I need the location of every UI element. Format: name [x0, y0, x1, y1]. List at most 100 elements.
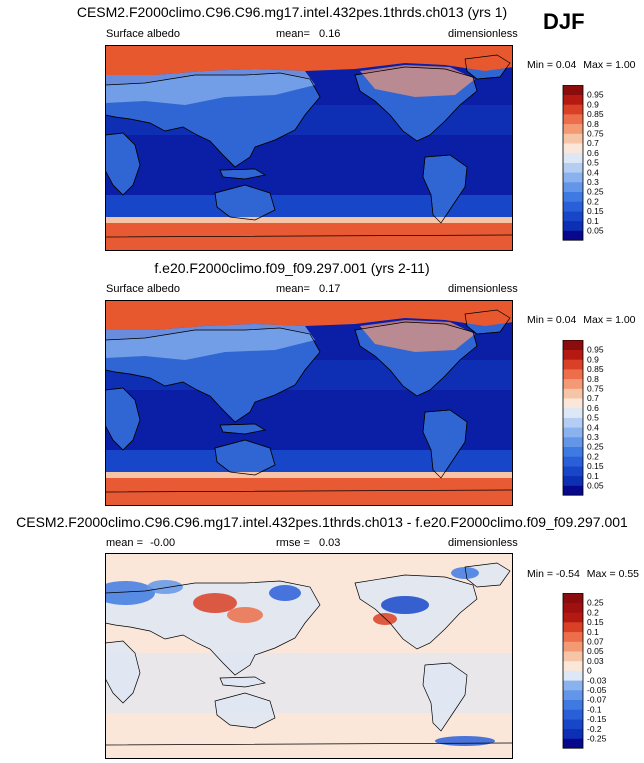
panel2-coastline: [105, 489, 513, 506]
panel1-colorbar-label: 0.4: [587, 167, 599, 177]
panel1-coastline: [464, 54, 511, 80]
panel3-colorbar: -0.25-0.2-0.15-0.1-0.07-0.05-0.0300.030.…: [562, 593, 607, 749]
panel3-colorbar-box: [563, 612, 583, 623]
panel3-colorbar-box: [563, 719, 583, 730]
panel2-colorbar-box: [563, 407, 583, 418]
panel3-colorbar-label: 0.15: [587, 617, 604, 627]
panel3-colorbar-box: [563, 728, 583, 739]
panel2-colorbar-box: [563, 398, 583, 409]
panel2-coastline: [354, 321, 478, 397]
panel3-colorbar-box: [563, 690, 583, 700]
panel3-colorbar-label: -0.15: [587, 714, 607, 724]
panel1-max-value: 1.00: [615, 59, 636, 71]
panel1-colorbar-label: 0.7: [587, 138, 599, 148]
panel3-map-fill: [105, 553, 513, 759]
panel2-colorbar-frame: [562, 340, 584, 496]
panel3-rmse-label: rmse =: [276, 537, 310, 549]
panel3-coastline: [214, 692, 276, 729]
panel3-land-fill: [220, 677, 265, 687]
panel1-colorbar-label: 0.25: [587, 187, 604, 197]
panel3-colorbar-label: -0.1: [587, 704, 602, 714]
panel1-colorbar-label: 0.6: [587, 148, 599, 158]
panel3-colorbar-label: 0.2: [587, 607, 599, 617]
panel3-colorbar-label: -0.05: [587, 685, 607, 695]
panel1-colorbar-label: 0.1: [587, 216, 599, 226]
panel3-land-fill: [465, 563, 510, 587]
panel1-variable: Surface albedo: [106, 28, 180, 40]
panel3-colorbar-box: [563, 631, 583, 642]
panel1-colorbar-label: 0.75: [587, 129, 604, 139]
panel2-colorbar-label: 0.5: [587, 413, 599, 423]
panel3-colorbar-box: [563, 660, 583, 671]
panel3-colorbar-label: 0.25: [587, 598, 604, 608]
panel1-title: CESM2.F2000climo.C96.C96.mg17.intel.432p…: [76, 4, 508, 20]
panel2-southern-band: [105, 450, 513, 472]
panel1-min-value: 0.04: [555, 59, 577, 71]
panel2-colorbar-box: [563, 456, 583, 467]
panel1-colorbar-label: 0.5: [587, 158, 599, 168]
panel2-frame: [105, 300, 513, 506]
panel1-colorbar-label: 0.95: [587, 90, 604, 100]
panel1-colorbar-label: 0.9: [587, 99, 599, 109]
panel1-min-label: Min =: [527, 59, 553, 71]
panel2-ice-edge: [105, 472, 513, 478]
panel3-colorbar-box: [563, 622, 583, 633]
panel1-snow-namerica: [360, 65, 475, 97]
panel2-colorbar-label: 0.95: [587, 345, 604, 355]
panel3-colorbar-box: [563, 651, 583, 662]
panel2-colorbar-label: 0.7: [587, 393, 599, 403]
panel3-anomaly-patch: [381, 596, 429, 614]
panel2-coastline: [214, 439, 276, 476]
panel1-snow-eurasia: [105, 69, 315, 105]
panel1-colorbar-box: [563, 230, 583, 241]
panel2-map: [105, 300, 513, 506]
panel2-mean-value: 0.17: [319, 283, 341, 295]
panel3-map: [105, 553, 513, 759]
panel1-colorbar-label: 0.3: [587, 177, 599, 187]
panel3-colorbar-box: [563, 641, 583, 652]
panel3-max-value: 0.55: [618, 568, 639, 580]
panel2-coastline: [219, 423, 266, 435]
panel2-colorbar-box: [563, 417, 583, 428]
panel1-colorbar-box: [563, 143, 583, 154]
panel1-colorbar-box: [563, 191, 583, 202]
panel3-colorbar-box: [563, 602, 583, 613]
panel1-mean-value: 0.16: [319, 28, 341, 40]
panel3-colorbar-label: -0.03: [587, 675, 607, 685]
panel1-coastline: [422, 154, 468, 224]
panel2-colorbar-box: [563, 359, 583, 370]
panel1-units: dimensionless: [448, 28, 518, 40]
panel3-title: CESM2.F2000climo.C96.C96.mg17.intel.432p…: [16, 514, 628, 530]
panel1-colorbar-box: [563, 201, 583, 212]
panel1-colorbar-label: 0.2: [587, 196, 599, 206]
panel2-colorbar-label: 0.8: [587, 374, 599, 384]
panel3-mean-label: mean =: [106, 537, 143, 549]
panel2-coastline: [105, 387, 141, 451]
panel2-colorbar-box: [563, 388, 583, 399]
panel3-colorbar-label: -0.07: [587, 695, 607, 705]
panel3-anomaly-patch: [451, 567, 479, 579]
panel3-max-label: Max =: [586, 568, 616, 580]
panel1-colorbar-box: [563, 172, 583, 183]
panel3-anomaly-patch: [193, 593, 237, 613]
panel2-title: f.e20.F2000climo.f09_f09.297.001 (yrs 2-…: [154, 260, 430, 276]
panel2-units: dimensionless: [448, 283, 518, 295]
panel1-colorbar-label: 0.85: [587, 109, 604, 119]
panel3-coastline: [354, 574, 478, 650]
panel1-max-label: Max =: [583, 59, 613, 71]
panel2-colorbar-label: 0.85: [587, 364, 604, 374]
panel3-anomaly-patch: [147, 580, 183, 594]
panel1-coastline: [219, 168, 266, 180]
panel3-land-fill: [105, 641, 140, 703]
panel3-colorbar-label: 0.03: [587, 656, 604, 666]
panel3-colorbar-box: [563, 593, 583, 603]
panel2-colorbar-label: 0.4: [587, 422, 599, 432]
panel2-colorbar-box: [563, 475, 583, 486]
panel1-colorbar-box: [563, 133, 583, 144]
panel2-min-label: Min =: [527, 314, 553, 326]
panel2-colorbar-box: [563, 369, 583, 380]
season-label: DJF: [543, 9, 585, 34]
panel2-coastline: [105, 327, 321, 423]
panel2-colorbar-label: 0.05: [587, 481, 604, 491]
panel2-colorbar-label: 0.2: [587, 451, 599, 461]
